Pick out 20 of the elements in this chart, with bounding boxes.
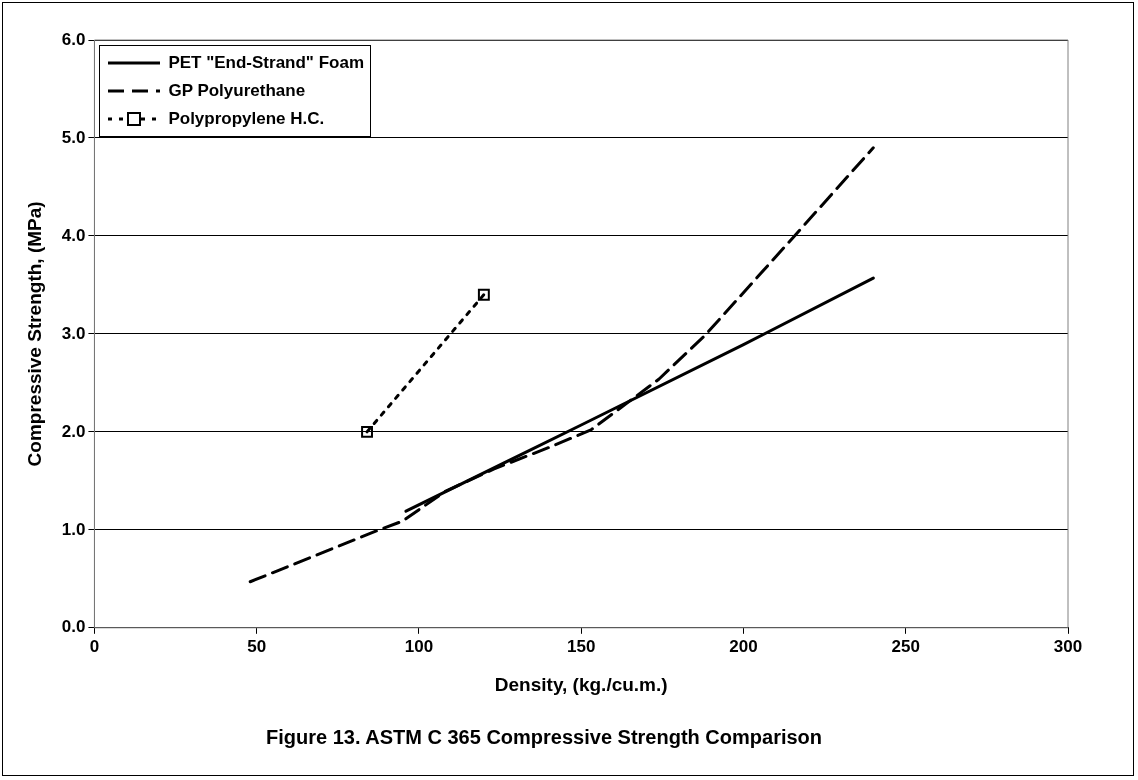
text: Figure 13. ASTM C 365 Compressive Strength Comparison: [265, 725, 823, 748]
y-tick-label: 2.0: [61, 421, 86, 441]
y-tick-label: 1.0: [61, 519, 86, 539]
legend-label: PET "End-Strand" Foam: [168, 53, 364, 73]
legend-label: GP Polyurethane: [168, 81, 306, 101]
x-tick-label: 0: [89, 636, 100, 656]
x-tick-label: 100: [404, 636, 434, 656]
x-tick-label: 200: [729, 636, 758, 656]
y-tick-label: 4.0: [61, 225, 86, 245]
y-tick-label: 5.0: [61, 127, 86, 147]
x-axis-title: Density, (kg./cu.m.): [494, 673, 668, 695]
x-tick-label: 250: [891, 636, 920, 656]
x-tick-label: 150: [567, 636, 596, 656]
y-axis-title: Compressive Strength, (MPa): [23, 201, 45, 467]
y-tick-label: 3.0: [61, 323, 86, 343]
legend-label: Polypropylene H.C.: [168, 109, 325, 129]
x-tick-label: 50: [247, 636, 267, 656]
y-tick-label: 6.0: [61, 29, 86, 49]
y-tick-label: 0.0: [61, 617, 86, 637]
x-tick-label: 300: [1053, 636, 1083, 656]
